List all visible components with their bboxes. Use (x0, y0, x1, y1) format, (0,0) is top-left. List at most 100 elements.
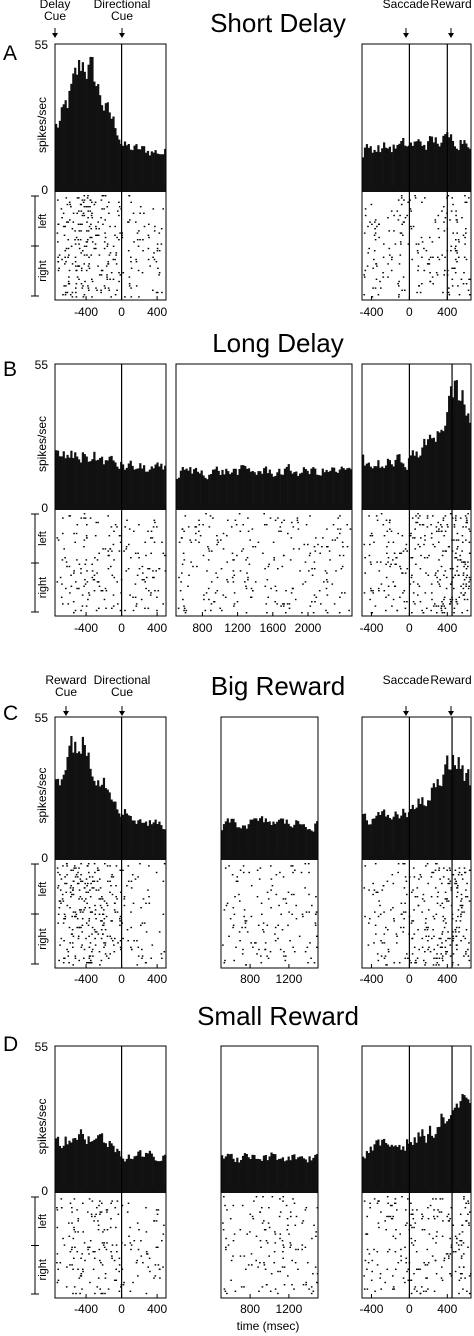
raster-spike (461, 535, 464, 537)
raster-spike (127, 880, 130, 882)
histogram-bar (181, 467, 184, 508)
histogram-bar (283, 468, 287, 508)
raster-spike (65, 197, 68, 199)
raster-spike (145, 1207, 147, 1209)
raster-spike (268, 1255, 270, 1257)
raster-spike (59, 1262, 62, 1264)
histogram-bar (247, 468, 251, 508)
raster-spike (449, 598, 452, 601)
raster-spike (263, 1229, 266, 1231)
raster-spike (464, 1207, 467, 1209)
raster-spike (396, 210, 399, 212)
raster-spike (372, 267, 374, 269)
raster-spike (152, 289, 154, 291)
raster-spike (207, 587, 210, 590)
raster-spike (108, 554, 110, 557)
raster-spike (90, 1213, 93, 1215)
histogram-bar (386, 148, 390, 190)
raster-spike (266, 579, 269, 581)
raster-spike (183, 605, 185, 607)
raster-spike (374, 232, 377, 234)
raster-label-left: left (37, 882, 49, 897)
panel-letter: A (3, 42, 17, 65)
raster-spike (451, 197, 453, 199)
raster-spike (77, 239, 79, 241)
raster-spike (401, 913, 403, 915)
raster-spike (324, 570, 327, 572)
raster-spike (152, 208, 155, 210)
raster-spike (413, 909, 415, 911)
raster-spike (441, 942, 443, 944)
raster-spike (447, 878, 450, 880)
raster-spike (67, 280, 70, 283)
raster-spike (404, 876, 407, 878)
histogram-bar (133, 145, 136, 190)
histogram-bar (388, 146, 391, 190)
raster-spike (465, 896, 467, 898)
raster-spike (133, 530, 135, 532)
raster-spike (457, 909, 460, 911)
raster-spike (93, 579, 96, 581)
histogram-bar (392, 1146, 395, 1191)
raster-spike (239, 530, 242, 532)
raster-spike (82, 250, 84, 252)
raster-spike (449, 1253, 452, 1255)
histogram-bar (60, 107, 63, 190)
raster-spike (466, 574, 468, 576)
raster-spike (417, 269, 419, 272)
raster-spike (98, 585, 101, 587)
raster-spike (80, 609, 82, 612)
histogram-bar (158, 154, 161, 190)
raster-spike (436, 896, 439, 898)
raster-spike (230, 1279, 232, 1281)
histogram-bar (386, 814, 390, 858)
raster-spike (67, 951, 70, 953)
histogram-bar (457, 400, 460, 508)
raster-spike (217, 541, 220, 543)
raster-spike (69, 891, 72, 893)
raster-spike (290, 592, 293, 594)
raster-spike (410, 210, 412, 212)
raster-spike (130, 926, 132, 929)
histogram-bar (260, 1160, 264, 1191)
histogram-bar (279, 1158, 283, 1191)
histogram-bar (97, 84, 100, 190)
raster-spike (214, 592, 217, 594)
raster-spike (64, 263, 66, 265)
raster-spike (298, 548, 300, 550)
raster-spike (283, 519, 285, 521)
raster-spike (286, 1218, 289, 1220)
raster-spike (431, 241, 434, 243)
histogram-bar (377, 460, 380, 508)
raster-spike (295, 904, 297, 907)
raster-spike (91, 951, 93, 953)
raster-spike (412, 1244, 415, 1246)
histogram-bar (363, 813, 367, 858)
histogram-bar (444, 425, 447, 508)
raster-spike (196, 565, 198, 568)
raster-spike (453, 539, 455, 541)
raster-spike (376, 1251, 379, 1253)
raster-spike (105, 265, 108, 267)
raster-spike (395, 563, 397, 565)
raster-spike (283, 1284, 286, 1286)
raster-spike (391, 258, 393, 261)
subplot-frame (54, 363, 167, 617)
raster-spike (440, 530, 443, 532)
raster-spike (97, 265, 99, 267)
raster-spike (76, 276, 79, 278)
raster-spike (57, 241, 59, 243)
raster-spike (104, 1277, 107, 1279)
raster-spike (315, 911, 318, 913)
raster-spike (78, 1277, 81, 1279)
histogram-bar (264, 818, 267, 858)
raster-spike (71, 942, 74, 944)
raster-spike (441, 601, 443, 603)
raster-spike (310, 1292, 313, 1295)
raster-spike (208, 550, 211, 552)
raster-spike (76, 1251, 79, 1253)
histogram-bar (244, 466, 247, 508)
raster-spike (377, 294, 380, 296)
raster-spike (254, 942, 256, 944)
raster-spike (60, 1198, 63, 1200)
